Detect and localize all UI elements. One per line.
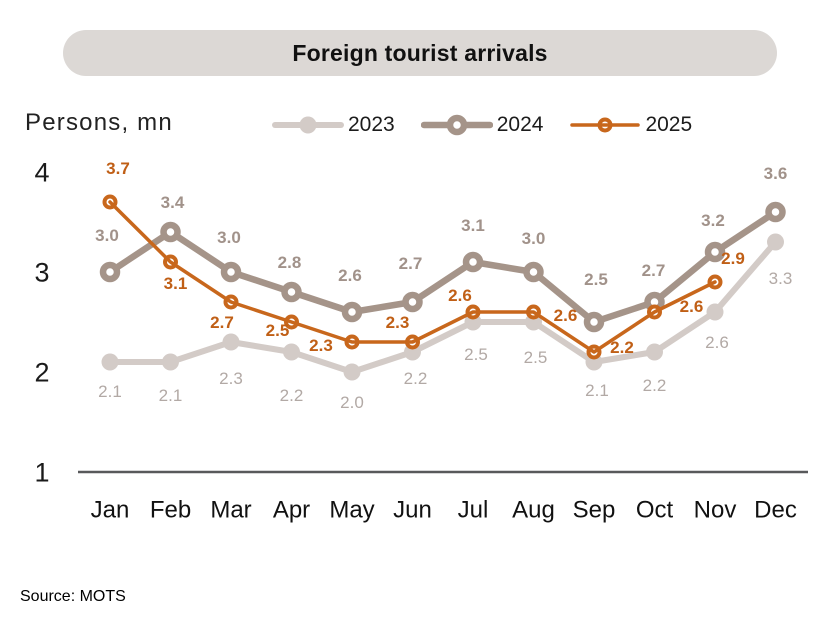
series-2024-value-label: 3.1	[461, 216, 485, 235]
series-2024-marker	[765, 201, 786, 223]
series-2024-marker	[99, 261, 121, 283]
series-2023-value-label: 2.6	[705, 333, 729, 352]
series-2025-value-label: 2.6	[448, 286, 472, 305]
series-2025-value-label: 2.6	[554, 306, 578, 325]
series-2025-value-label: 2.3	[309, 336, 333, 355]
series-2023-marker	[222, 333, 240, 351]
chart-title: Foreign tourist arrivals	[292, 39, 548, 66]
source-note: Source: MOTS	[20, 588, 126, 605]
legend: 2023 2024 2025	[272, 111, 692, 139]
legend-item-2023: 2023	[272, 111, 395, 139]
series-2023-value-label: 2.1	[98, 382, 122, 401]
y-tick-label: 4	[34, 157, 49, 187]
y-tick-label: 1	[34, 457, 49, 487]
x-tick-label: Nov	[694, 496, 737, 523]
series-2023-value-label: 2.0	[340, 393, 364, 412]
series-2024-value-label: 3.6	[764, 164, 788, 183]
series-2023-value-label: 2.1	[159, 386, 183, 405]
x-tick-label: Jun	[393, 496, 432, 523]
series-2023-value-label: 2.2	[280, 386, 304, 405]
series-2024-value-label: 3.0	[522, 229, 546, 248]
legend-item-2025: 2025	[569, 111, 692, 139]
series-2025-value-label: 2.6	[680, 297, 704, 316]
series-2025-value-label: 2.7	[210, 313, 234, 332]
legend-marker-2024-icon	[420, 114, 493, 136]
series-2024-marker	[220, 261, 242, 283]
series-2023-value-label: 2.5	[464, 345, 488, 364]
series-2025-value-label: 3.1	[164, 274, 188, 293]
series-2025-value-label: 2.2	[610, 338, 634, 357]
series-2024-value-label: 2.7	[399, 254, 423, 273]
legend-label-2024: 2024	[496, 113, 544, 136]
series-2023-line	[107, 239, 779, 375]
series-2023-value-label: 2.2	[643, 376, 667, 395]
y-axis-unit-label: Persons, mn	[25, 109, 173, 136]
x-tick-label: Oct	[636, 496, 674, 523]
legend-marker-2025-icon	[570, 117, 641, 133]
series-2023-value-label: 2.5	[524, 348, 548, 367]
legend-label-2023: 2023	[348, 113, 395, 136]
series-2024-value-label: 3.4	[161, 193, 185, 212]
series-2024	[99, 201, 786, 333]
x-tick-label: Jul	[458, 496, 489, 523]
series-2024-marker	[281, 281, 302, 303]
legend-item-2024: 2024	[420, 111, 544, 139]
series-2023-marker	[299, 116, 317, 134]
series-2023-value-label: 2.2	[404, 369, 428, 388]
x-tick-label: May	[329, 496, 374, 523]
series-2023-marker	[162, 353, 179, 371]
legend-marker-2023-icon	[272, 116, 344, 134]
series-2024-marker	[583, 311, 605, 333]
x-tick-label: Aug	[512, 496, 555, 523]
series-2023-marker	[706, 303, 724, 321]
series-2023-value-label: 3.3	[769, 269, 793, 288]
series-2024-value-label: 2.8	[278, 253, 302, 272]
series-2024-value-label: 2.5	[584, 270, 608, 289]
y-tick-label: 2	[34, 357, 49, 387]
legend-label-2025: 2025	[645, 113, 693, 136]
series-2024-marker	[704, 241, 726, 263]
series-2024-marker	[402, 291, 423, 313]
series-2025-value-label: 2.9	[721, 249, 745, 268]
series-2024-marker	[160, 221, 181, 243]
series-2024-value-label: 2.6	[338, 266, 362, 285]
series-2025-value-label: 2.5	[266, 321, 290, 340]
x-tick-label: Apr	[273, 496, 310, 523]
series-2024-value-label: 3.0	[217, 228, 241, 247]
series-2023-value-label: 2.1	[585, 381, 609, 400]
line-chart-plot: 4 3 2 1 Jan Feb Mar Apr May Jun Jul Aug Sep Oct Nov Dec…	[34, 157, 808, 523]
series-2024-value-label: 2.7	[642, 261, 666, 280]
x-tick-label: Feb	[150, 496, 191, 523]
series-2023-marker	[343, 363, 361, 381]
x-tick-label: Mar	[210, 496, 251, 523]
x-tick-label: Dec	[754, 496, 797, 523]
series-2024-value-label: 3.2	[701, 211, 725, 230]
series-2024-marker	[446, 114, 467, 136]
series-2023-value-label: 2.3	[219, 369, 243, 388]
series-2025-line	[108, 200, 717, 354]
series-2024-value-label: 3.0	[95, 226, 119, 245]
series-2024-marker	[341, 301, 363, 323]
x-tick-label: Sep	[573, 496, 616, 523]
series-2025-value-label: 2.3	[386, 313, 410, 332]
y-tick-label: 3	[34, 257, 49, 287]
series-2025-value-label: 3.7	[106, 159, 130, 178]
series-2024-marker	[462, 251, 484, 273]
chart-title-banner: Foreign tourist arrivals	[63, 30, 777, 76]
series-2023-marker	[283, 343, 300, 361]
x-tick-label: Jan	[91, 496, 130, 523]
series-2023-marker	[767, 233, 784, 251]
series-2024-marker	[523, 261, 544, 283]
series-2025	[102, 194, 723, 360]
series-2023-marker	[646, 343, 663, 361]
series-2024-line	[106, 208, 779, 326]
series-2023-marker	[101, 353, 119, 371]
